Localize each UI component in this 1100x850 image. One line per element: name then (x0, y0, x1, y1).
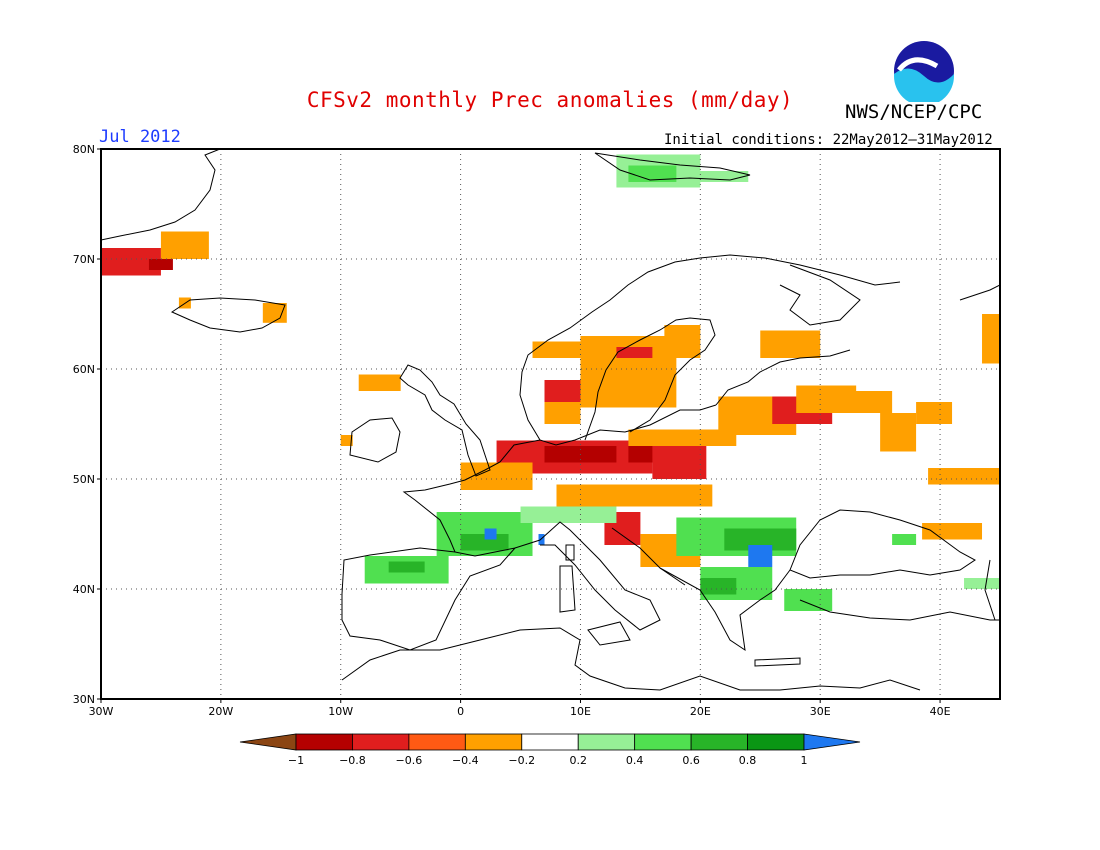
anomaly-cell (880, 413, 917, 452)
initial-conditions-label: Initial conditions: 22May2012–31May2012 (664, 132, 993, 148)
lon-tick-label: 0 (457, 705, 464, 718)
lat-tick-label: 30N (73, 693, 95, 706)
colorbar-segment (295, 733, 353, 751)
noaa-logo-icon (894, 41, 954, 102)
colorbar-segment (747, 733, 805, 751)
anomaly-cell (982, 314, 1000, 364)
anomaly-cell (544, 380, 581, 402)
anomaly-cell (340, 435, 353, 446)
anomaly-cell (556, 484, 713, 507)
colorbar-arrow-low (239, 733, 297, 751)
colorbar-segment (408, 733, 466, 751)
anomaly-cell (616, 347, 653, 358)
colorbar-label: −0.6 (396, 754, 423, 767)
anomaly-cell (628, 429, 737, 446)
anomaly-cell (388, 561, 425, 573)
anomaly-cell (160, 231, 209, 259)
anomaly-cell (760, 330, 821, 358)
colorbar-label: −1 (288, 754, 304, 767)
anomaly-cell (928, 468, 1000, 485)
lat-tick-label: 70N (73, 253, 95, 266)
anomaly-cell (652, 440, 707, 479)
anomaly-cell (664, 325, 701, 358)
colorbar-label: 0.4 (626, 754, 644, 767)
anomaly-cell (916, 402, 953, 424)
anomaly-cell (688, 171, 749, 182)
lon-tick-label: 10E (570, 705, 591, 718)
colorbar-label: −0.4 (452, 754, 479, 767)
anomaly-cell (538, 534, 545, 545)
colorbar-label: −0.2 (508, 754, 535, 767)
anomaly-cell (724, 528, 797, 551)
graticule (101, 149, 1000, 699)
lat-tick-label: 60N (73, 363, 95, 376)
lon-tick-label: 20E (690, 705, 711, 718)
anomaly-cell (844, 391, 893, 413)
anomaly-cells (101, 154, 1000, 611)
anomaly-cell (784, 589, 833, 611)
anomaly-cell (358, 374, 401, 391)
anomaly-cell (484, 528, 497, 540)
colorbar-arrow-high (803, 733, 861, 751)
colorbar-label: 1 (801, 754, 808, 767)
anomaly-cell (892, 534, 917, 545)
anomaly-cell (700, 578, 737, 595)
anomaly-cell (262, 303, 287, 323)
lon-tick-label: 10W (328, 705, 353, 718)
colorbar-label: −0.8 (339, 754, 366, 767)
colorbar-segment (352, 733, 410, 751)
colorbar-segment (634, 733, 692, 751)
colorbar-label: 0.8 (739, 754, 757, 767)
lon-tick-label: 40E (930, 705, 951, 718)
colorbar-segment (577, 733, 636, 751)
lon-tick-label: 20W (208, 705, 233, 718)
lon-tick-label: 30W (89, 705, 114, 718)
chart-title: CFSv2 monthly Prec anomalies (mm/day) (306, 88, 794, 112)
colorbar-segment (690, 733, 748, 751)
colorbar-label: 0.6 (682, 754, 700, 767)
lon-tick-label: 30E (810, 705, 831, 718)
anomaly-cell (964, 578, 1000, 589)
colorbar-segment (464, 733, 523, 751)
anomaly-cell (748, 545, 773, 567)
lat-tick-label: 50N (73, 473, 95, 486)
axis-ticks: 30N 40N 50N 60N 70N 80N 30W 20W 10W 0 10E 20E 30E 40E (73, 143, 951, 718)
lat-tick-label: 40N (73, 583, 95, 596)
colorbar-segment (521, 733, 579, 751)
colorbar: −1 −0.8 −0.6 −0.4 −0.2 0.2 0.4 0.6 0.8 1 (239, 733, 861, 767)
colorbar-label: 0.2 (569, 754, 587, 767)
lat-tick-label: 80N (73, 143, 95, 156)
map-frame (100, 148, 1001, 700)
valid-month-label: Jul 2012 (99, 127, 181, 147)
anomaly-cell (628, 165, 677, 182)
anomaly-cell (520, 506, 617, 523)
agency-label: NWS/NCEP/CPC (845, 101, 983, 123)
coastlines (101, 149, 1000, 691)
anomaly-cell (532, 341, 581, 358)
anomaly-cell (148, 259, 173, 270)
